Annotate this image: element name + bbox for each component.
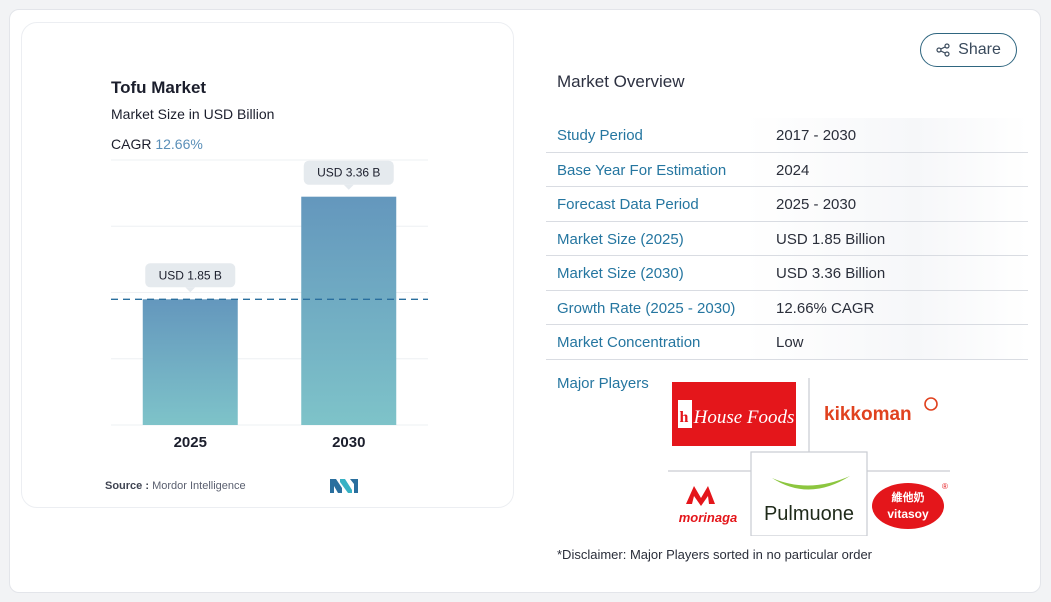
source-label: Source : (105, 480, 150, 492)
house-foods-logo: h House Foods (672, 382, 796, 446)
bar (301, 196, 397, 425)
overview-key[interactable]: Forecast Data Period (557, 196, 699, 213)
mordor-intelligence-logo (330, 479, 358, 493)
overview-key[interactable]: Study Period (557, 127, 643, 144)
bar (142, 299, 238, 425)
data-label-pointer (185, 287, 196, 293)
row-shade (746, 325, 1028, 359)
logo-text-pulmuone: Pulmuone (764, 503, 854, 525)
logo-text-morinaga: morinaga (679, 510, 738, 525)
overview-table: Study Period 2017 - 2030 Base Year For Est… (546, 118, 1028, 360)
major-players-logos: h House Foods kikkoman morinaga Pulmuone… (668, 378, 950, 536)
source-value: Mordor Intelligence (152, 480, 246, 492)
overview-row: Market Size (2030) USD 3.36 Billion (546, 256, 1028, 291)
overview-value: Low (776, 334, 804, 351)
overview-key[interactable]: Market Concentration (557, 334, 701, 351)
chart-subtitle: Market Size in USD Billion (111, 106, 275, 122)
overview-key[interactable]: Market Size (2030) (557, 265, 684, 282)
tick-label: 2025 (174, 434, 207, 451)
row-shade (746, 152, 1028, 186)
chart-panel (21, 22, 514, 508)
disclaimer: *Disclaimer: Major Players sorted in no … (557, 547, 873, 562)
share-icon (936, 43, 950, 57)
data-label: USD 3.36 B (317, 166, 380, 180)
overview-value: 2025 - 2030 (776, 196, 857, 213)
logo-text-vitasoy: vitasoy (887, 507, 929, 521)
overview-key[interactable]: Market Size (2025) (557, 230, 684, 248)
row-shade (746, 187, 1028, 221)
overview-key[interactable]: Base Year For Estimation (557, 161, 727, 179)
data-label-pointer (343, 184, 354, 190)
share-button[interactable]: Share (920, 33, 1017, 67)
chart-cagr: CAGR 12.66% (111, 136, 203, 152)
cagr-value: 12.66% (155, 136, 203, 152)
bar-chart: USD 1.85 B 2025 USD 3.36 B 2030 (111, 159, 428, 451)
overview-row: Market Size (2025) USD 1.85 Billion (546, 221, 1028, 256)
major-players-label: Major Players (557, 375, 649, 392)
logo-text-house-foods: House Foods (693, 407, 795, 428)
overview-key[interactable]: Growth Rate (2025 - 2030) (557, 299, 736, 317)
pulmuone-logo: Pulmuone (764, 476, 854, 525)
row-shade (746, 256, 1028, 290)
logo-text-kikkoman: kikkoman (824, 404, 912, 425)
tick-label: 2030 (332, 434, 365, 451)
overview-row: Growth Rate (2025 - 2030) 12.66% CAGR (546, 290, 1028, 325)
share-label: Share (958, 41, 1001, 58)
data-label-bg (303, 160, 394, 185)
overview-title: Market Overview (557, 72, 685, 91)
cagr-label: CAGR (111, 136, 152, 152)
overview-row: Forecast Data Period 2025 - 2030 (546, 187, 1028, 222)
overview-value: USD 3.36 Billion (776, 265, 886, 282)
overview-value: 2024 (776, 161, 810, 179)
data-label-bg (145, 263, 236, 288)
svg-text:®: ® (942, 482, 948, 491)
data-label: USD 1.85 B (159, 268, 222, 282)
overview-value: USD 1.85 Billion (776, 230, 886, 248)
chart-source: Source : Mordor Intelligence (105, 480, 246, 492)
overview-value: 12.66% CAGR (776, 299, 875, 317)
row-shade (746, 118, 1028, 152)
row-shade (746, 290, 1028, 324)
chart-title: Tofu Market (111, 78, 207, 97)
overview-row: Study Period 2017 - 2030 (546, 118, 1028, 153)
vitasoy-logo: 維他奶 vitasoy ® (872, 482, 948, 529)
row-shade (746, 221, 1028, 255)
logo-text-h: h (680, 409, 689, 426)
svg-text:維他奶: 維他奶 (892, 490, 925, 504)
overview-row: Market Concentration Low (546, 325, 1028, 360)
kikkoman-logo: kikkoman (824, 397, 938, 425)
overview-row: Base Year For Estimation 2024 (546, 152, 1028, 187)
morinaga-logo: morinaga (679, 486, 738, 525)
overview-value: 2017 - 2030 (776, 127, 857, 144)
